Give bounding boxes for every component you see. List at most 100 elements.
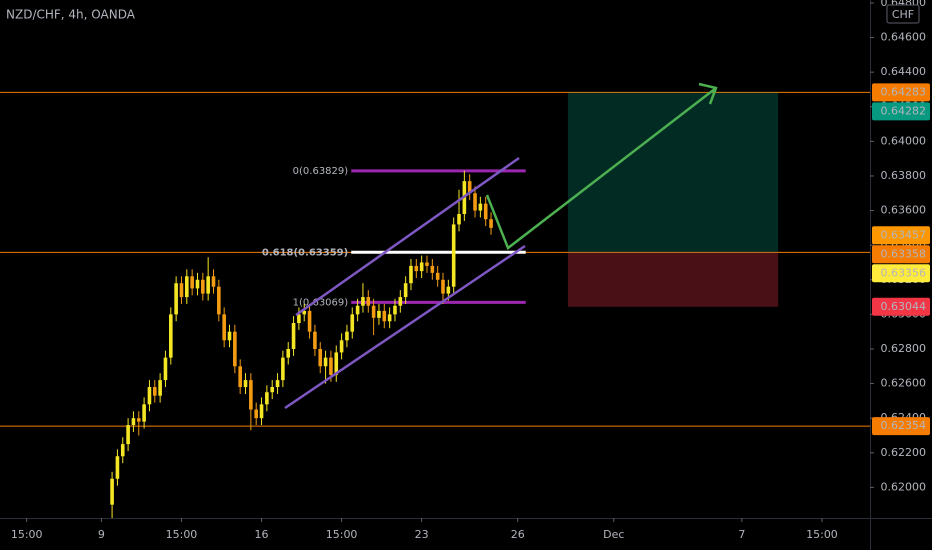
candle-body (158, 380, 162, 396)
price-badge-label: 0.63044 (881, 300, 927, 313)
candle-body (152, 387, 157, 396)
candle-body (297, 314, 301, 324)
candle-body (435, 272, 440, 280)
candle-body (195, 279, 200, 289)
channel-upper (295, 156, 520, 317)
price-badge (872, 417, 930, 436)
candle-body (393, 305, 397, 315)
x-tick-label: 15:00 (806, 528, 838, 541)
currency-box (886, 4, 920, 24)
candle-body (302, 310, 307, 315)
candle-body (185, 276, 189, 298)
candle-body (419, 262, 424, 272)
price-badge (872, 83, 930, 102)
candle-body (329, 357, 333, 375)
candle-body (467, 181, 472, 194)
arrow-head (698, 82, 718, 105)
channel-lower (284, 244, 526, 410)
x-tick-label: 15:00 (11, 528, 43, 541)
fib-label: 0.618(0.63359) (262, 247, 348, 258)
projection-arrow (485, 87, 717, 251)
candle-body (366, 297, 371, 306)
x-tick-label: 7 (738, 528, 745, 541)
candle-body (286, 348, 291, 358)
y-tick-label: 0.62200 (881, 446, 927, 459)
candle-body (211, 276, 216, 287)
x-tick-label: 23 (415, 528, 429, 541)
candle-body (233, 331, 237, 367)
candle-body (136, 418, 141, 422)
candle-body (131, 418, 136, 426)
candle-body (473, 193, 477, 211)
candle-body (441, 279, 445, 294)
x-tick-label: 16 (255, 528, 269, 541)
candle-body (238, 366, 242, 388)
candle-body (222, 314, 226, 341)
x-tick-label: 9 (98, 528, 105, 541)
candle-body (382, 310, 387, 322)
candle-body (409, 265, 413, 284)
candle-body (371, 305, 376, 318)
x-tick-label: 15:00 (326, 528, 358, 541)
candle-body (318, 348, 323, 367)
candle-body (451, 224, 456, 287)
drawings-under: 0(0.63829) 0.618(0.63359) 1(0.63069) (0, 91, 870, 427)
price-badge (872, 297, 930, 316)
candle-body (163, 357, 168, 381)
y-tick-label: 0.64000 (881, 134, 927, 147)
candle-body (217, 286, 221, 315)
candle-body (403, 283, 408, 298)
currency: CHF (892, 8, 914, 21)
target-zone (567, 92, 779, 253)
x-tick-label: 26 (511, 528, 525, 541)
candle-body (334, 352, 339, 375)
candle-body (387, 314, 392, 322)
price-badge-label: 0.62354 (881, 419, 927, 432)
candle-body (190, 276, 194, 289)
candle-body (345, 331, 349, 341)
axes: 0.620000.622000.624000.626000.628000.630… (11, 0, 930, 541)
candle-body (355, 305, 360, 315)
y-tick-label: 0.64400 (881, 65, 927, 78)
candle-body (110, 478, 114, 505)
candle-body (265, 392, 269, 405)
candle-body (478, 203, 483, 211)
candle-body (227, 331, 232, 341)
candle-body (270, 387, 275, 393)
stop-zone (567, 252, 779, 307)
candle-body (120, 444, 125, 457)
candle-body (398, 297, 403, 306)
y-tick-label: 0.63600 (881, 204, 927, 217)
candle-body (126, 425, 130, 445)
y-tick-label: 0.63800 (881, 169, 927, 182)
candle-body (168, 314, 173, 358)
price-badge (872, 245, 930, 264)
candle-body (350, 314, 355, 332)
price-badge-label: 0.63457 (881, 228, 927, 241)
price-badge-label: 0.64282 (881, 104, 927, 117)
drawings-over (284, 82, 718, 410)
candle-body (425, 262, 429, 266)
y-tick-label: 0.62800 (881, 342, 927, 355)
fib-label: 1(0.63069) (293, 297, 349, 308)
candle-body (201, 279, 205, 294)
candle-body (339, 340, 344, 353)
price-badge-label: 0.63356 (881, 266, 927, 279)
candle-body (457, 214, 461, 225)
candle-body (489, 219, 493, 228)
candle-body (414, 265, 419, 272)
price-badge (872, 226, 930, 245)
candle-body (254, 409, 258, 419)
candle-body (361, 297, 365, 306)
candle-body (147, 387, 152, 405)
candle-body (307, 310, 312, 332)
candle-body (179, 283, 184, 298)
candle-body (291, 323, 296, 349)
price-badge (872, 102, 930, 121)
candle-body (115, 456, 120, 479)
y-tick-label: 0.64800 (881, 0, 927, 9)
candle-body (243, 380, 248, 388)
x-tick-label: 15:00 (166, 528, 198, 541)
